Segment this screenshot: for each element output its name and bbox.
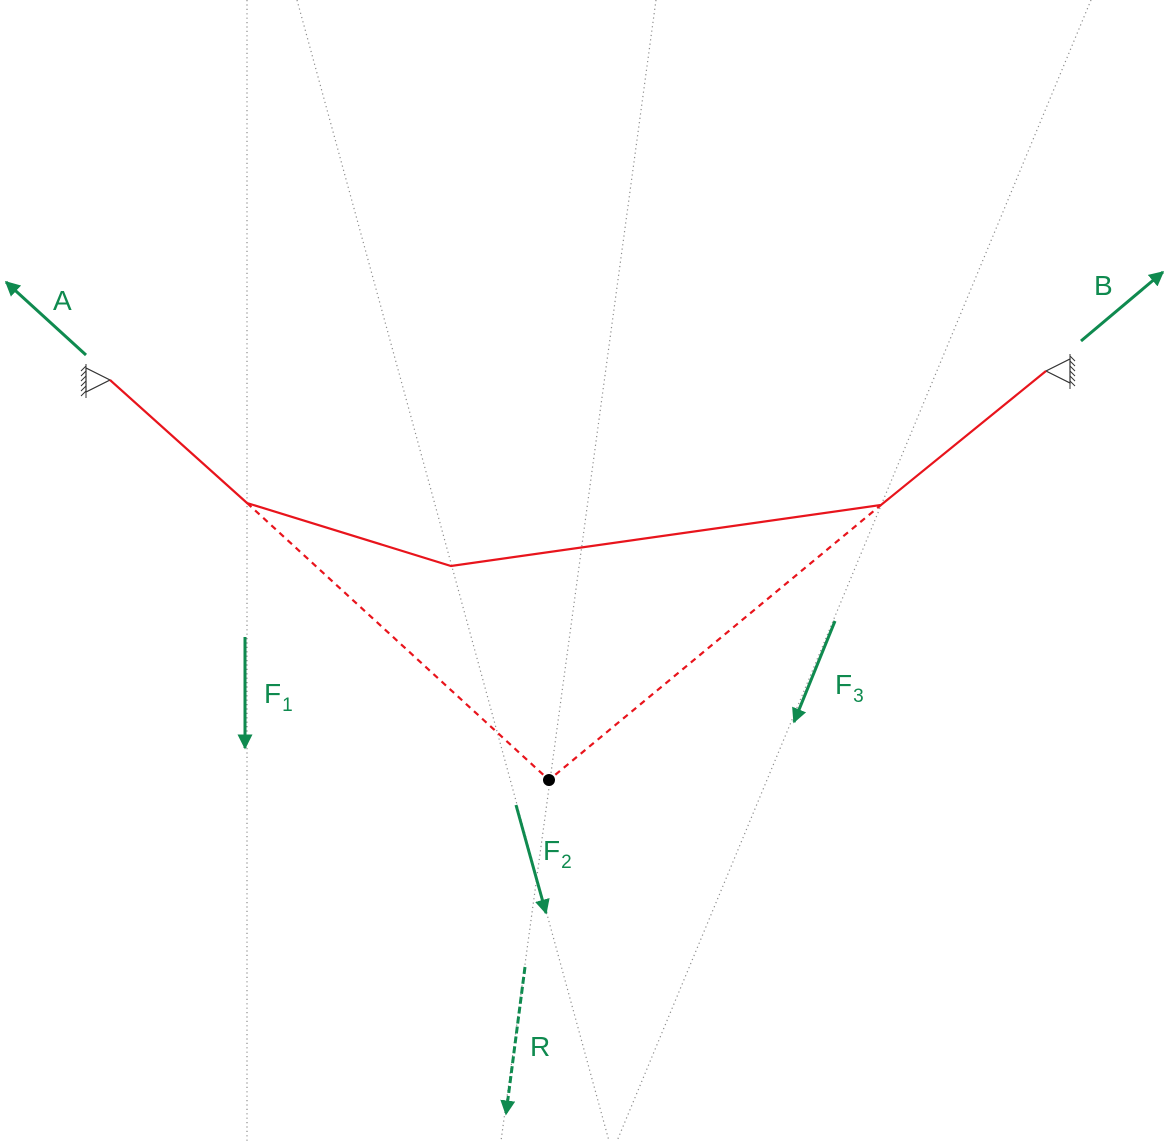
cable-solid	[109, 370, 1047, 568]
cable-polygon	[109, 370, 1047, 786]
label-f2-sub: 2	[561, 852, 572, 873]
cable-dashed-extension	[246, 502, 882, 782]
arrow-f3	[792, 620, 837, 724]
force-labels: A B F1 F2 F3 R	[53, 270, 1113, 1062]
label-f2-main: F	[543, 835, 560, 866]
force-arrows	[4, 270, 1164, 1116]
arrow-b	[1080, 270, 1164, 343]
label-f3-sub: 3	[853, 686, 864, 707]
support-right	[1044, 354, 1076, 389]
label-b: B	[1094, 270, 1113, 301]
arrow-r	[500, 966, 527, 1116]
label-r: R	[530, 1031, 550, 1062]
arrow-a	[4, 280, 88, 357]
support-left-triangle	[85, 367, 112, 393]
resultant-intersection-point	[543, 774, 555, 786]
support-left	[80, 364, 112, 398]
line-of-action-f3	[616, 0, 1092, 1141]
label-f3: F3	[835, 669, 864, 707]
label-f2: F2	[543, 835, 572, 873]
line-of-action-f2	[296, 0, 610, 1141]
label-f1-sub: 1	[282, 695, 293, 716]
support-right-triangle	[1044, 358, 1071, 384]
label-f1: F1	[264, 678, 293, 716]
label-f1-main: F	[264, 678, 281, 709]
label-a: A	[53, 285, 72, 316]
arrow-f2	[514, 804, 550, 915]
label-f3-main: F	[835, 669, 852, 700]
line-of-action-r	[500, 0, 657, 1141]
lines-of-action	[246, 0, 1092, 1141]
